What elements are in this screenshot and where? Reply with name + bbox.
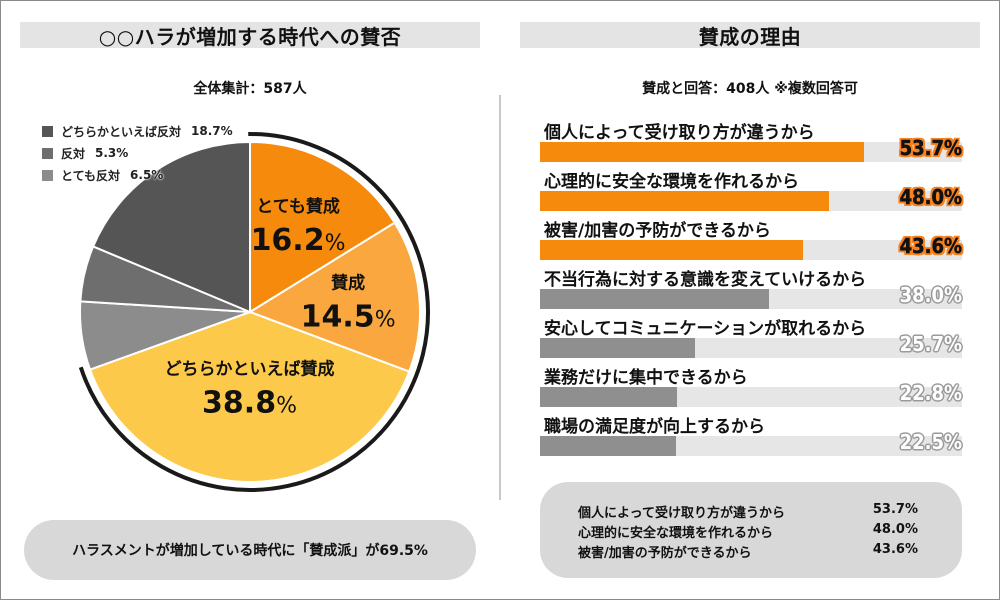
- bar-track: [540, 142, 962, 162]
- summary-callout: ハラスメントが増加している時代に「賛成派」が69.5%: [24, 520, 476, 580]
- legend-swatch: [42, 147, 53, 159]
- legend-value: 6.5%: [130, 168, 164, 182]
- bar-category-label: 不当行為に対する意識を変えていけるから: [544, 270, 867, 290]
- pie-slice-label: 賛成: [331, 272, 365, 293]
- legend-item: 反対 5.3%: [42, 142, 233, 164]
- bar: [540, 289, 770, 309]
- pie-slice: [249, 140, 397, 314]
- bar-value-label: 43.6%: [899, 234, 962, 259]
- top-reason-label: 心理的に安全な環境を作れるから: [578, 526, 774, 541]
- right-panel-subtitle: 賛成と回答：408人 ※複数回答可: [642, 81, 858, 97]
- legend-label: とても反対: [61, 168, 121, 183]
- bar-category-label: 被害/加害の予防ができるから: [544, 221, 771, 241]
- bar: [540, 240, 803, 260]
- bar-value-label: 38.0%: [899, 283, 962, 307]
- bar: [540, 142, 864, 162]
- top-reason-row: 個人によって受け取り方が違うから 53.7%: [578, 502, 918, 521]
- top-reason-value: 43.6%: [872, 542, 918, 557]
- top-reason-label: 被害/加害の予防ができるから: [578, 546, 752, 561]
- pie-slice: [247, 221, 421, 373]
- pie-slice-value: 38.8%: [202, 385, 297, 420]
- legend-item: どちらかといえば反対 18.7%: [42, 120, 233, 142]
- top-reason-row: 被害/加害の予防ができるから 43.6%: [578, 542, 918, 561]
- right-panel-title: 賛成の理由: [520, 22, 980, 49]
- top-reason-label: 個人によって受け取り方が違うから: [578, 506, 785, 521]
- agree-highlight-arc: [78, 132, 430, 492]
- bar-category-label: 心理的に安全な環境を作れるから: [544, 172, 799, 192]
- pie-slice-label: とても賛成: [256, 196, 340, 217]
- bar-value-label: 25.7%: [899, 332, 962, 356]
- bar: [540, 436, 676, 456]
- legend-swatch: [42, 125, 53, 137]
- legend-swatch: [42, 169, 53, 181]
- legend-label: 反対: [61, 146, 86, 161]
- bar-category-label: 業務だけに集中できるから: [544, 368, 748, 388]
- left-panel-subtitle: 全体集計：587人: [193, 81, 307, 97]
- pie-legend: どちらかといえば反対 18.7% 反対 5.3% とても反対 6.5%: [42, 120, 233, 186]
- pie-slice: [88, 310, 411, 483]
- bar-value-label: 48.0%: [899, 185, 962, 210]
- left-panel-title: ○○ハラが増加する時代への賛否: [20, 22, 480, 49]
- bar: [540, 338, 695, 358]
- bar-track: [540, 387, 962, 407]
- bar-track: [540, 338, 962, 358]
- legend-label: どちらかといえば反対: [61, 124, 182, 139]
- bar-value-label: 22.8%: [899, 381, 962, 405]
- bar-track: [540, 191, 962, 211]
- pie-slice-label: どちらかといえば賛成: [165, 358, 335, 379]
- summary-text: ハラスメントが増加している時代に「賛成派」が69.5%: [72, 543, 428, 559]
- bar-track: [540, 289, 962, 309]
- legend-value: 5.3%: [95, 146, 129, 160]
- top-reason-row: 心理的に安全な環境を作れるから 48.0%: [578, 522, 918, 541]
- panel-divider: [499, 95, 501, 500]
- top-reason-value: 53.7%: [872, 502, 918, 517]
- bar-category-label: 個人によって受け取り方が違うから: [544, 123, 815, 143]
- bar-category-label: 職場の満足度が向上するから: [544, 417, 765, 437]
- legend-value: 18.7%: [191, 124, 233, 138]
- bar-track: [540, 240, 962, 260]
- pie-slice: [91, 140, 251, 314]
- bar-value-label: 22.5%: [899, 430, 962, 454]
- top-reasons-box: 個人によって受け取り方が違うから 53.7% 心理的に安全な環境を作れるから 4…: [540, 482, 962, 578]
- bar: [540, 191, 830, 211]
- bar-category-label: 安心してコミュニケーションが取れるから: [544, 319, 867, 339]
- legend-item: とても反対 6.5%: [42, 164, 233, 186]
- bar: [540, 387, 678, 407]
- bar-track: [540, 436, 962, 456]
- bar-value-label: 53.7%: [899, 136, 962, 161]
- top-reason-value: 48.0%: [872, 522, 918, 537]
